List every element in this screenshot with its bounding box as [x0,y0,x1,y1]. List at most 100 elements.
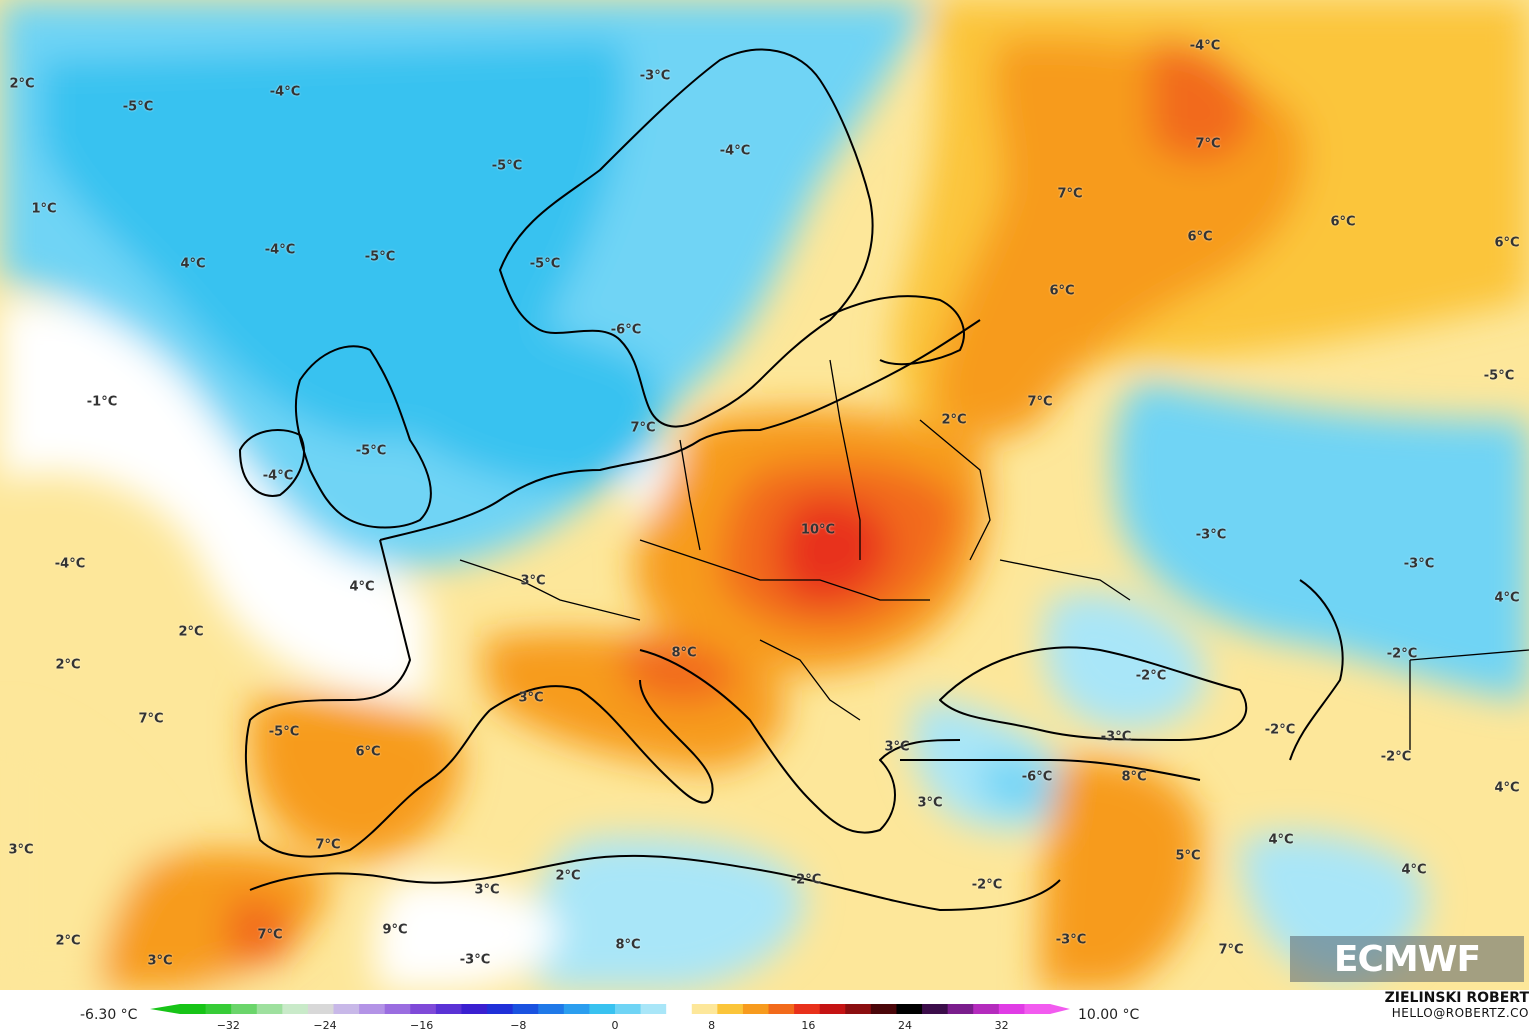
borders [459,359,1529,750]
colorbar-swatch [205,1004,232,1014]
temperature-label: -5°C [491,158,523,174]
temperature-label: 8°C [1121,769,1147,785]
border-4 [829,359,861,560]
temperature-label: -5°C [122,99,154,115]
colorbar-swatch [947,1004,974,1014]
colorbar-swatch [461,1004,488,1014]
temperature-field [0,0,1529,990]
border-6 [759,639,861,721]
coast-france-iberia [244,539,491,858]
colorbar-swatch [563,1004,590,1014]
colorbar-low-arrow [150,1004,180,1014]
colorbar-swatch [640,1004,667,1014]
colorbar-tick-label: 32 [994,1019,1009,1032]
temperature-label: 4°C [1401,862,1427,878]
temperature-label: 2°C [555,868,581,884]
temperature-label: 6°C [1187,229,1213,245]
temperature-label: -2°C [790,872,822,888]
temperature-label: -5°C [364,249,396,265]
temperature-label: 7°C [315,837,341,853]
temperature-label: -4°C [54,556,86,572]
temperature-label: 7°C [1218,942,1244,958]
colorbar-swatch [256,1004,283,1014]
hot-zone-russia-core [1150,40,1252,162]
colorbar-swatch [180,1004,207,1014]
temperature-label: 4°C [180,256,206,272]
temperature-label: -2°C [1135,668,1167,684]
temperature-label: 7°C [1027,394,1053,410]
colorbar-tick-label: −8 [510,1019,527,1032]
temperature-label: 10°C [800,522,836,538]
temperature-label: -3°C [1403,556,1435,572]
colorbar-swatch [538,1004,565,1014]
border-3 [679,439,701,551]
hot-zone-iberia [250,696,462,860]
map-canvas [0,0,1529,990]
temperature-label: 8°C [671,645,697,661]
temperature-label: 3°C [884,739,910,755]
temperature-label: -2°C [1264,722,1296,738]
colorbar-swatch [922,1004,949,1014]
temperature-label: -3°C [1055,932,1087,948]
temperature-label: 3°C [520,573,546,589]
coast-north-africa [249,854,1061,911]
temperature-label: 3°C [518,690,544,706]
ecmwf-logo: ECMWF [1290,936,1524,982]
colorbar-tick-label: 24 [898,1019,912,1032]
temperature-label: 3°C [147,953,173,969]
colorbar-swatch [998,1004,1025,1014]
temperature-label: 2°C [9,76,35,92]
colorbar-tick-label: −16 [410,1019,434,1032]
colorbar-swatch [333,1004,360,1014]
colorbar-tick-label: 0 [611,1019,619,1032]
temperature-label: 2°C [55,657,81,673]
colorbar-swatch [307,1004,335,1014]
colorbar-swatch [384,1004,411,1014]
temperature-label: 9°C [382,922,408,938]
author-name: ZIELINSKI ROBERT [1384,990,1529,1006]
hot-zone-adriatic [620,637,740,704]
temperature-label: 2°C [178,624,204,640]
neutral-zone-west [0,300,430,700]
temperature-anomaly-map: 2°C -5°C -4°C -3°C -4°C 7°C 1°C -5°C -4°C 7°C 6°C 6… [0,0,1529,990]
colorbar-tick-label: −32 [216,1019,240,1032]
temperature-label: 7°C [257,927,283,943]
temperature-label: -4°C [719,143,751,159]
temperature-label: -4°C [1189,38,1221,54]
coast-baltic-east [819,295,965,366]
temperature-label: 2°C [941,412,967,428]
temperature-label: 4°C [349,579,375,595]
temperature-label: 8°C [615,937,641,953]
temperature-label: -1°C [86,394,118,410]
temperature-label: -3°C [459,952,491,968]
colorbar-swatch [794,1004,821,1014]
temperature-label: -2°C [1386,646,1418,662]
coast-italy [489,679,714,804]
temperature-label: -5°C [1483,368,1515,384]
temperature-label: 3°C [917,795,943,811]
temperature-label: 4°C [1494,590,1520,606]
colorbar-swatch [691,1004,718,1014]
colorbar-swatch [435,1004,462,1014]
colorbar-swatch [410,1004,437,1014]
colorbar-swatch [1024,1004,1051,1014]
author-credit: ZIELINSKI ROBERT HELLO@ROBERTZ.CO [1385,990,1529,1020]
colorbar-swatch [973,1004,1000,1014]
hottest-zone-core [777,497,890,603]
border-8 [1409,649,1529,661]
border-5 [919,419,991,561]
colorbar-swatch [359,1004,386,1014]
temperature-label: -6°C [610,322,642,338]
colorbar-tick-label: 16 [801,1019,816,1032]
colorbar-high-arrow [1050,1004,1070,1014]
colorbar-swatch [768,1004,795,1014]
colorbar-tick-label: 8 [708,1019,716,1032]
coast-black-sea [939,646,1248,741]
coast-caspian [1289,579,1344,761]
temperature-label: -3°C [1195,527,1227,543]
temperature-label: 6°C [1330,214,1356,230]
temperature-label: 6°C [1049,283,1075,299]
colorbar-swatch [845,1004,872,1014]
cold-zone-east-light [1043,592,1206,730]
coast-balkans [639,649,961,834]
